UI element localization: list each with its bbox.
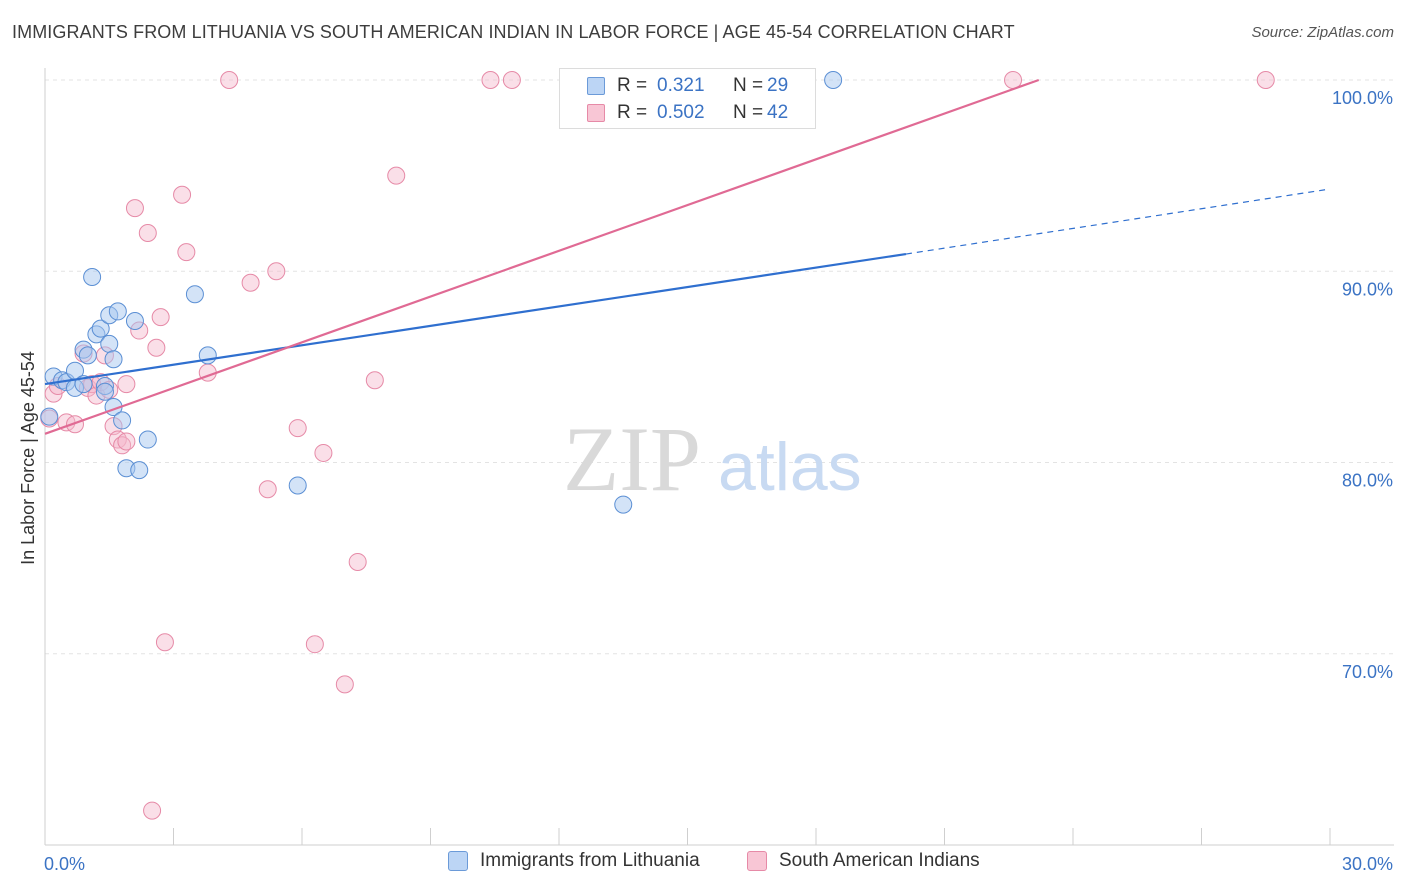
axes [44,68,1394,846]
trend-lines [44,78,1331,435]
point-lithuania [108,302,127,321]
legend-swatch-south-american-indians [747,851,767,871]
point-south-american-indians [387,166,406,185]
point-lithuania [95,382,114,401]
stats-r-value: 0.502 [657,102,705,123]
x-tick-label: 0.0% [44,854,85,874]
stats-r-value: 0.321 [657,75,705,96]
point-lithuania [130,461,149,480]
point-lithuania [113,411,132,430]
point-south-american-indians [117,432,136,451]
point-lithuania [40,407,59,426]
point-lithuania [91,319,110,338]
point-lithuania [125,311,144,330]
stats-row-lithuania: R = 0.321 N = 29 [560,73,788,99]
point-lithuania [138,430,157,449]
point-south-american-indians [258,480,277,499]
stats-r-label: R = [617,102,648,123]
y-tick-label: 80.0% [1342,471,1393,491]
point-south-american-indians [365,371,384,390]
stats-n-label: N = [733,102,764,123]
point-lithuania [78,346,97,365]
point-south-american-indians [502,71,521,89]
y-axis-label: In Labor Force | Age 45-54 [18,351,38,565]
watermark: ZIP atlas [563,408,862,510]
point-south-american-indians [220,71,239,89]
stats-n-value: 42 [767,102,789,123]
point-lithuania [614,495,633,514]
point-lithuania [288,476,307,495]
stats-n-value: 29 [767,75,789,96]
tick-labels: 70.0% 80.0% 90.0% 100.0% 0.0% 30.0% [44,88,1393,874]
watermark-atlas: atlas [718,429,862,505]
legend-item-south-american-indians[interactable]: South American Indians [747,850,980,872]
point-south-american-indians [147,338,166,357]
point-south-american-indians [335,675,354,694]
point-south-american-indians [481,71,500,89]
source-label: Source: ZipAtlas.com [1251,24,1394,41]
stats-legend: R = 0.321 N = 29 R = 0.502 N = 42 [559,68,816,129]
point-lithuania [83,267,102,286]
point-south-american-indians [1256,71,1275,89]
point-south-american-indians [173,185,192,204]
legend-item-lithuania[interactable]: Immigrants from Lithuania [448,850,700,872]
trend-line-south-american-indians [44,78,1040,435]
legend-swatch-lithuania [448,851,468,871]
y-tick-label: 70.0% [1342,662,1393,682]
y-tick-label: 100.0% [1332,88,1393,108]
point-lithuania [824,71,843,89]
stats-n-label: N = [733,75,764,96]
point-south-american-indians [241,273,260,292]
point-south-american-indians [267,262,286,281]
point-south-american-indians [305,635,324,654]
legend-label-south-american-indians: South American Indians [779,850,980,871]
legend-label-lithuania: Immigrants from Lithuania [480,850,700,871]
point-south-american-indians [138,224,157,242]
trend-line-lithuania-extension [905,188,1331,255]
point-south-american-indians [314,443,333,462]
y-tick-label: 90.0% [1342,279,1393,299]
stats-swatch-lithuania [587,77,605,95]
bottom-legend: Immigrants from Lithuania South American… [0,850,1406,880]
grid-lines [45,79,1394,655]
trend-line-lithuania [44,252,907,386]
chart-title: IMMIGRANTS FROM LITHUANIA VS SOUTH AMERI… [12,22,1015,42]
point-south-american-indians [155,633,174,652]
point-lithuania [185,285,204,304]
x-tick-label: 30.0% [1342,854,1393,874]
point-south-american-indians [177,243,196,262]
lithuania-points [40,71,843,514]
point-lithuania [100,334,119,353]
point-lithuania [104,350,123,369]
stats-r-label: R = [617,75,648,96]
stats-swatch-south-american-indians [587,104,605,122]
watermark-zip: ZIP [563,408,701,510]
point-south-american-indians [125,199,144,218]
point-south-american-indians [117,375,136,394]
point-south-american-indians [151,308,170,327]
stats-row-south-american-indians: R = 0.502 N = 42 [560,100,788,126]
point-south-american-indians [288,419,307,438]
point-south-american-indians [143,801,162,820]
point-south-american-indians [348,552,367,571]
